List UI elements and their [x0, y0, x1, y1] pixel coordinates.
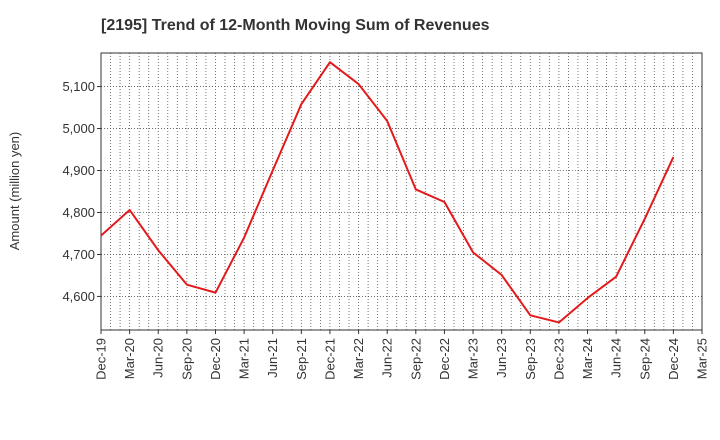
x-tick-label: Sep-21 [294, 338, 309, 380]
x-tick-label: Mar-25 [695, 338, 710, 379]
x-tick-label: Jun-21 [265, 338, 280, 378]
y-axis-label: Amount (million yen) [7, 132, 22, 251]
x-tick-label: Dec-21 [322, 338, 337, 380]
x-tick-label: Mar-24 [580, 338, 595, 379]
x-tick-label: Mar-21 [237, 338, 252, 379]
x-tick-label: Jun-20 [151, 338, 166, 378]
y-tick-label: 4,800 [62, 205, 95, 220]
y-tick-label: 5,000 [62, 121, 95, 136]
x-tick-label: Mar-23 [466, 338, 481, 379]
chart-title: [2195] Trend of 12-Month Moving Sum of R… [101, 17, 490, 34]
x-tick-label: Dec-24 [666, 338, 681, 380]
x-tick-label: Mar-20 [122, 338, 137, 379]
series-group [100, 61, 675, 324]
x-tick-label: Dec-19 [94, 338, 109, 380]
x-tick-label: Dec-20 [208, 338, 223, 380]
x-tick-label: Jun-23 [494, 338, 509, 378]
x-tick-label: Jun-22 [380, 338, 395, 378]
x-tick-label: Dec-23 [551, 338, 566, 380]
x-tick-label: Mar-22 [351, 338, 366, 379]
x-tick-label: Sep-24 [637, 338, 652, 380]
y-tick-label: 5,100 [62, 79, 95, 94]
grid [101, 53, 702, 330]
x-tick-label: Sep-22 [408, 338, 423, 380]
y-tick-label: 4,600 [62, 289, 95, 304]
y-tick-label: 4,900 [62, 163, 95, 178]
y-tick-label: 4,700 [62, 247, 95, 262]
x-tick-label: Sep-23 [523, 338, 538, 380]
x-axis-ticks: Dec-19 Mar-20 Jun-20 Sep-20 Dec-20 Mar-21 Jun-… [94, 330, 710, 380]
x-tick-label: Sep-20 [179, 338, 194, 380]
series-line [100, 61, 675, 324]
x-tick-label: Dec-22 [437, 338, 452, 380]
y-axis-ticks: 4,600 4,700 4,800 4,900 5,000 5,100 [62, 79, 101, 304]
x-tick-label: Jun-24 [609, 338, 624, 378]
plot-area [100, 52, 703, 331]
